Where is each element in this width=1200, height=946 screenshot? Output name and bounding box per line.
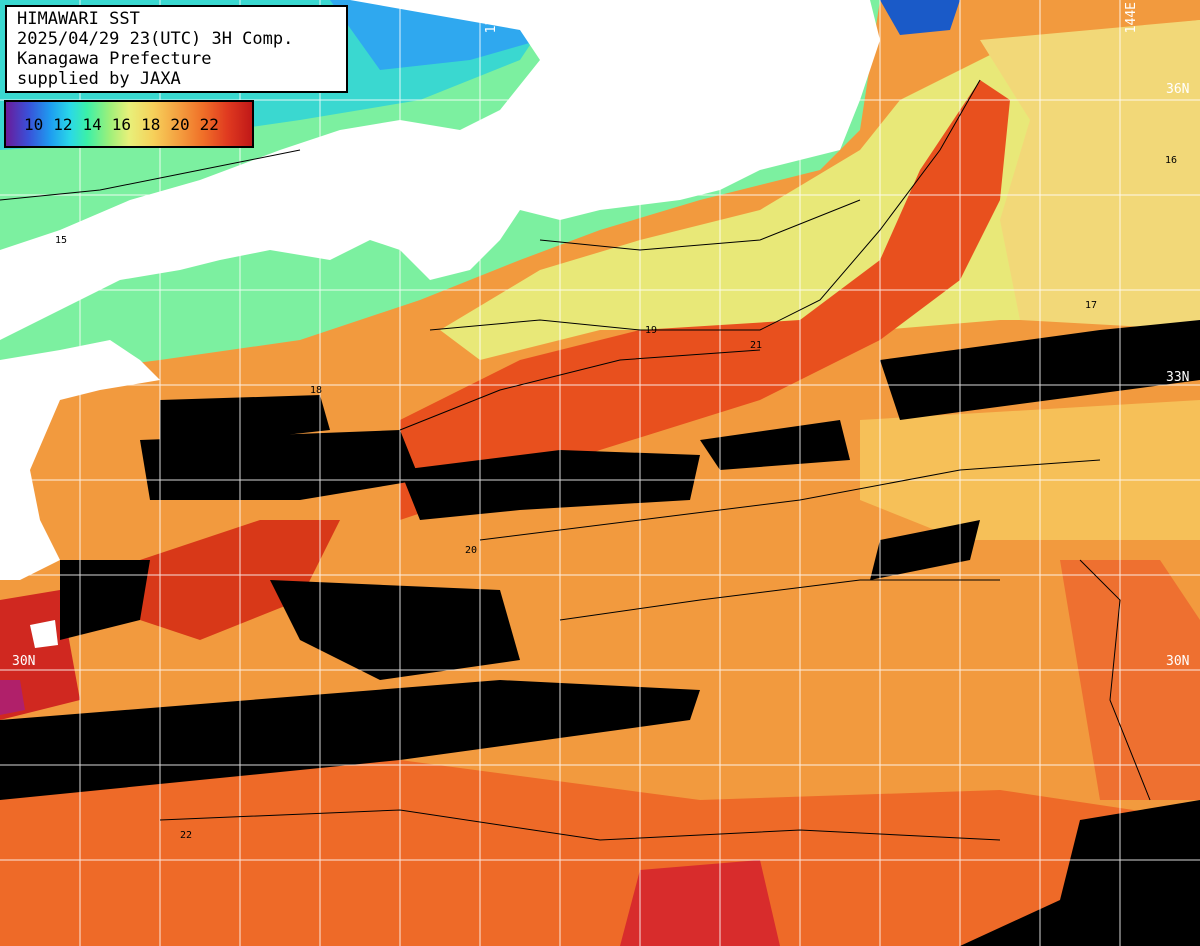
east-warm-water: [980, 20, 1200, 330]
warm-core-south: [620, 860, 780, 946]
land-honshu: [0, 0, 880, 340]
warm-eddy-east: [1060, 560, 1200, 800]
contour-label: 15: [55, 235, 68, 246]
legend-tick: 14: [82, 115, 102, 134]
product-datetime: 2025/04/29 23(UTC) 3H Comp.: [17, 29, 294, 49]
color-legend: 10 12 14 16 18 20 22: [4, 100, 254, 148]
contour-label: 18: [310, 385, 323, 396]
contour-label: 19: [645, 325, 658, 336]
land-kyushu: [0, 340, 160, 580]
cloud-10: [960, 800, 1200, 946]
contour-label: 17: [1085, 300, 1098, 311]
island-small: [475, 150, 500, 185]
yellow-water-east: [860, 400, 1200, 540]
cloud-7: [0, 680, 700, 800]
contour-label: 22: [180, 830, 193, 841]
cloud-9: [270, 580, 520, 680]
lat-label-30n-left: 30N: [12, 654, 36, 669]
island-south: [30, 620, 58, 648]
legend-tick: 10: [24, 115, 44, 134]
contour-label: 16: [1165, 155, 1178, 166]
cloud-6: [870, 520, 980, 580]
legend-tick: 18: [141, 115, 161, 134]
lon-label-144e: 144E: [1124, 2, 1139, 34]
legend-ticks: 10 12 14 16 18 20 22: [24, 115, 219, 134]
southern-warm-band: [0, 760, 1200, 946]
lat-label-36n: 36N: [1166, 82, 1190, 97]
product-source: supplied by JAXA: [17, 69, 181, 89]
cold-spot-northeast: [880, 0, 960, 35]
isotherm-contours: [0, 79, 1151, 841]
product-provider: Kanagawa Prefecture: [17, 49, 212, 69]
product-title: HIMAWARI SST: [17, 9, 140, 29]
contour-label: 21: [750, 340, 763, 351]
legend-tick: 12: [53, 115, 73, 134]
cloud-4: [700, 420, 850, 470]
cloud-1: [160, 395, 330, 440]
cloud-3: [400, 450, 700, 520]
legend-tick: 20: [170, 115, 190, 134]
legend-tick: 22: [199, 115, 219, 134]
lat-label-33n: 33N: [1166, 370, 1190, 385]
cloud-2: [140, 430, 420, 500]
hot-spot: [0, 680, 25, 715]
cloud-8: [60, 560, 150, 640]
lat-label-30n-right: 30N: [1166, 654, 1190, 669]
info-panel: HIMAWARI SST 2025/04/29 23(UTC) 3H Comp.…: [5, 5, 348, 93]
transition-zone: [440, 20, 1200, 360]
kuroshio-current: [400, 80, 1010, 520]
contour-label: 20: [465, 545, 478, 556]
lon-label-136e: 136E: [484, 2, 499, 34]
legend-tick: 16: [111, 115, 132, 134]
